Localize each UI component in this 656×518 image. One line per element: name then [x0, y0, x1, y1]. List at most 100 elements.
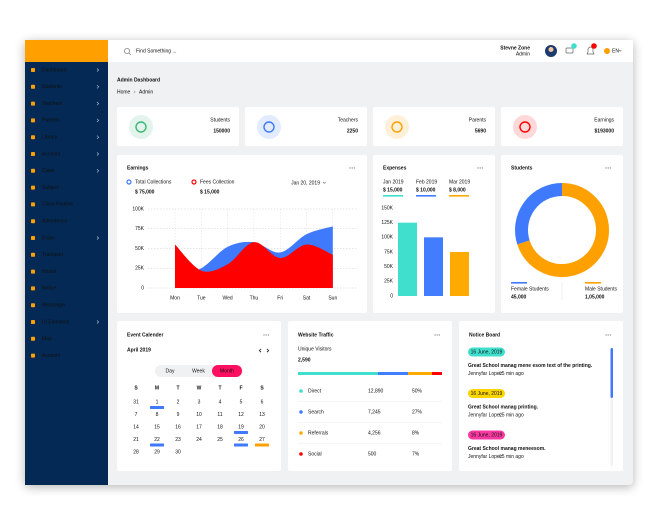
x-tick-label: Sat	[303, 295, 311, 301]
more-menu[interactable]	[438, 334, 441, 336]
calendar-day[interactable]: 22	[154, 437, 160, 443]
legend-marker	[383, 195, 403, 197]
calendar-day[interactable]: 23	[175, 437, 181, 443]
menu-item[interactable]: Notice	[42, 286, 56, 292]
view-button[interactable]: Week	[192, 368, 205, 374]
calendar-day[interactable]: 24	[196, 437, 202, 443]
menu-item[interactable]: Students	[42, 84, 62, 90]
more-menu[interactable]	[267, 334, 270, 336]
menu-item[interactable]: UI Elements	[42, 319, 70, 325]
notification-icon[interactable]	[586, 46, 595, 55]
next-month[interactable]	[266, 348, 270, 353]
more-menu[interactable]	[607, 334, 609, 336]
menu-item[interactable]: Dashboard	[42, 67, 67, 73]
language-flag[interactable]	[604, 48, 610, 54]
more-menu[interactable]	[477, 167, 479, 169]
calendar-day[interactable]: 30	[175, 449, 181, 455]
more-menu[interactable]	[479, 167, 481, 169]
calendar-day[interactable]: 4	[219, 399, 222, 405]
view-button[interactable]: Month	[220, 368, 234, 374]
calendar-day[interactable]: 2	[177, 399, 180, 405]
calendar-day[interactable]: 10	[196, 412, 202, 418]
calendar-day[interactable]: 31	[133, 399, 139, 405]
calendar-day[interactable]: 21	[133, 437, 139, 443]
calendar-day[interactable]: 6	[261, 399, 264, 405]
calendar-day[interactable]: 28	[133, 449, 139, 455]
more-menu[interactable]	[434, 334, 436, 336]
menu-item[interactable]: Library	[42, 135, 58, 141]
menu-item[interactable]: Transport	[42, 252, 64, 258]
event-tag[interactable]	[234, 443, 248, 447]
menu-chevron	[96, 236, 100, 240]
calendar-day[interactable]: 29	[154, 449, 160, 455]
calendar-day[interactable]: 18	[217, 424, 223, 430]
calendar-day[interactable]: 1	[156, 399, 159, 405]
more-menu[interactable]	[263, 334, 265, 336]
notice-text[interactable]: Great School manag mene esom text of the…	[468, 363, 593, 369]
prev-month[interactable]	[258, 348, 262, 353]
calendar-day[interactable]: 7	[135, 412, 138, 418]
menu-item[interactable]: Account	[42, 151, 61, 157]
more-menu[interactable]	[609, 167, 612, 169]
language[interactable]: EN	[612, 48, 619, 54]
calendar-day[interactable]: 25	[217, 437, 223, 443]
more-menu[interactable]	[436, 334, 438, 336]
menu-icon	[31, 219, 35, 224]
menu-item[interactable]: Messeage	[42, 303, 65, 309]
notice-text[interactable]: Great School manag meneesom.	[468, 446, 546, 452]
calendar-day[interactable]: 9	[177, 412, 180, 418]
search-input[interactable]: Find Something ...	[136, 48, 177, 54]
calendar-day[interactable]: 15	[154, 424, 160, 430]
menu-item[interactable]: Subject	[42, 185, 59, 191]
menu-chevron	[96, 101, 100, 106]
more-menu[interactable]	[607, 167, 609, 169]
event-tag[interactable]	[150, 406, 164, 409]
more-menu[interactable]	[605, 167, 607, 169]
calendar-day[interactable]: 5	[240, 399, 243, 405]
menu-item[interactable]: Class Routine	[42, 202, 73, 208]
more-menu[interactable]	[609, 334, 612, 336]
more-menu[interactable]	[353, 167, 356, 169]
calendar-day[interactable]: 27	[259, 437, 265, 443]
menu-item[interactable]: Class	[42, 168, 55, 174]
more-menu[interactable]	[481, 167, 484, 169]
scroll-thumb[interactable]	[610, 348, 614, 398]
calendar-day[interactable]: 26	[238, 437, 244, 443]
more-menu[interactable]	[265, 334, 267, 336]
menu-item[interactable]: Teachers	[42, 101, 63, 107]
calendar-day[interactable]: 11	[217, 412, 222, 418]
y-tick-label: 100K	[381, 235, 393, 241]
calendar-day[interactable]: 13	[259, 412, 265, 418]
menu-item[interactable]: Map	[42, 336, 52, 342]
menu-item[interactable]: Hostel	[42, 269, 56, 275]
more-menu[interactable]	[351, 167, 353, 169]
calendar-day[interactable]: 14	[133, 424, 139, 430]
message-icon[interactable]	[565, 47, 574, 54]
date-badge	[468, 430, 505, 440]
calendar-day[interactable]: 3	[198, 399, 201, 405]
menu-item[interactable]: Exam	[42, 235, 55, 241]
menu-item[interactable]: Parents	[42, 118, 60, 124]
event-tag[interactable]	[150, 443, 164, 447]
search-icon	[124, 48, 131, 55]
menu-item[interactable]: Account	[42, 353, 61, 359]
more-menu[interactable]	[349, 167, 351, 169]
event-tag[interactable]	[234, 431, 248, 434]
card	[373, 107, 495, 146]
date-filter[interactable]: Jan 20, 2019	[291, 180, 320, 186]
notice-text[interactable]: Great School manag printing.	[468, 404, 539, 410]
calendar-day[interactable]: 20	[259, 424, 265, 430]
menu-item[interactable]: Attendence	[42, 219, 68, 225]
breadcrumb-home[interactable]: Home	[117, 89, 131, 95]
user-name[interactable]: Stevne Zone	[500, 45, 530, 51]
calendar-day[interactable]: 19	[238, 424, 244, 430]
view-button[interactable]: Day	[166, 368, 175, 374]
more-menu[interactable]	[605, 334, 607, 336]
calendar-day[interactable]: 16	[175, 424, 181, 430]
calendar-day[interactable]: 8	[156, 412, 159, 418]
calendar-day[interactable]: 17	[196, 424, 202, 430]
event-tag[interactable]	[255, 443, 269, 447]
card	[288, 321, 452, 471]
calendar-day[interactable]: 12	[238, 412, 244, 418]
